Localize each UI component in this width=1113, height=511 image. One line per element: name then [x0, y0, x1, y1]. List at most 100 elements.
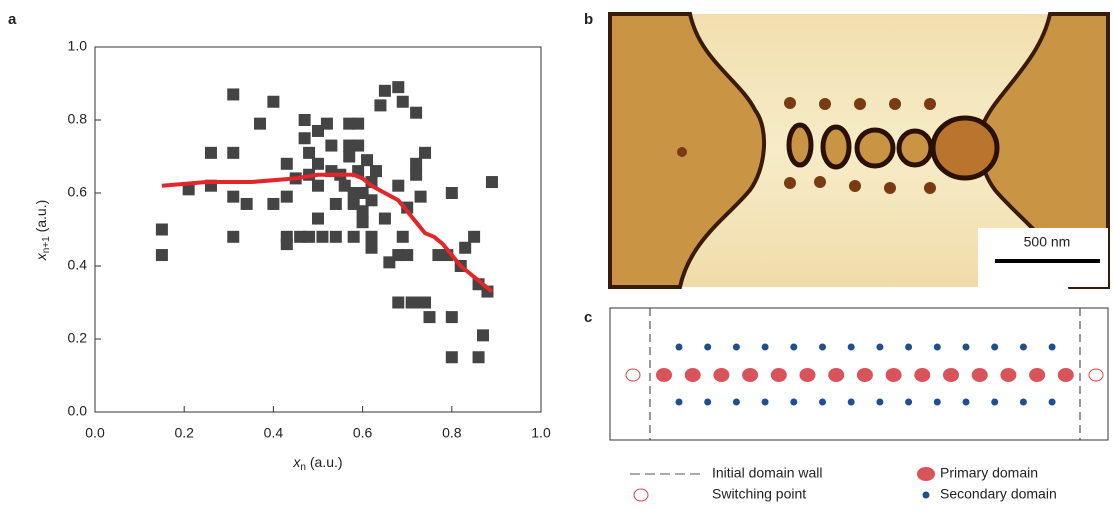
y-tick-label: 0.4	[68, 257, 88, 273]
data-point	[441, 249, 454, 262]
primary-domain	[914, 368, 931, 382]
secondary-domain	[1048, 343, 1056, 351]
legend-label: Initial domain wall	[712, 465, 823, 481]
secondary-domain	[876, 398, 884, 406]
data-point	[365, 194, 378, 207]
data-point	[410, 106, 423, 119]
data-point	[419, 296, 432, 309]
secondary-domain	[819, 343, 826, 351]
data-point	[378, 212, 391, 225]
data-point	[392, 81, 405, 94]
data-point	[378, 84, 391, 97]
data-point	[227, 230, 240, 243]
secondary-domain	[847, 343, 855, 351]
data-point	[227, 190, 240, 203]
panel-label: c	[584, 309, 592, 326]
primary-domain	[856, 368, 873, 382]
primary-domain	[943, 368, 959, 382]
data-point	[227, 88, 240, 101]
secondary-domain	[847, 398, 855, 406]
data-point	[392, 249, 405, 262]
data-point	[396, 95, 409, 108]
scale-bar-label: 500 nm	[1024, 234, 1071, 250]
primary-domain	[684, 368, 701, 382]
data-point	[419, 146, 432, 159]
data-point	[468, 230, 481, 243]
data-point	[227, 146, 240, 159]
y-tick-label: 0.2	[68, 330, 88, 346]
data-point	[392, 296, 405, 309]
data-point	[298, 132, 311, 145]
primary-domain	[1029, 368, 1046, 382]
y-tick-label: 0.6	[68, 184, 88, 200]
secondary-domain	[905, 343, 913, 351]
data-point	[445, 351, 458, 364]
data-point	[312, 179, 324, 192]
data-point	[280, 238, 293, 251]
primary-domain	[742, 368, 759, 382]
x-axis-label: xn (a.u.)	[292, 454, 342, 473]
data-point	[365, 230, 378, 243]
data-point	[369, 165, 382, 178]
secondary-domain	[732, 343, 740, 351]
data-point	[352, 117, 365, 130]
legend-label: Switching point	[712, 486, 806, 502]
secondary-domain	[962, 398, 970, 406]
secondary-domain	[704, 398, 712, 406]
data-point	[182, 183, 195, 196]
data-point	[312, 212, 324, 225]
data-point	[459, 241, 472, 254]
secondary-domain	[819, 398, 826, 406]
data-point	[320, 117, 333, 130]
secondary-domain	[675, 343, 683, 351]
primary-domain	[971, 368, 988, 382]
data-point	[329, 197, 342, 210]
data-point	[267, 95, 280, 108]
data-point	[485, 176, 498, 189]
data-point	[392, 179, 405, 192]
secondary-domain	[790, 398, 798, 406]
data-point	[312, 157, 324, 170]
data-point	[343, 117, 356, 130]
domain-diagram: Initial domain wall Switching point Prim…	[609, 307, 1109, 502]
y-tick-label: 0.8	[68, 111, 88, 127]
data-point	[303, 146, 316, 159]
secondary-domain	[704, 343, 712, 351]
primary-domain	[713, 368, 730, 382]
data-point	[240, 197, 253, 210]
data-point	[303, 230, 316, 243]
data-point	[280, 157, 293, 170]
primary-domain	[885, 368, 902, 382]
primary-domain	[828, 368, 845, 382]
data-point	[298, 114, 311, 126]
secondary-domain	[905, 398, 913, 406]
data-point	[155, 249, 168, 262]
data-point	[316, 230, 329, 243]
data-point	[329, 230, 342, 243]
data-point	[410, 157, 423, 170]
x-tick-label: 1.0	[531, 425, 551, 441]
data-point	[325, 139, 338, 152]
data-point	[361, 154, 374, 167]
data-point	[352, 139, 365, 152]
secondary-domain	[675, 398, 683, 406]
data-point	[374, 99, 387, 112]
x-tick-label: 0.4	[264, 425, 284, 441]
secondary-domain	[790, 343, 798, 351]
panel-label: b	[584, 11, 593, 28]
x-tick-label: 0.8	[442, 425, 462, 441]
primary-domain	[799, 368, 816, 382]
data-point	[445, 187, 458, 199]
secondary-domain	[876, 343, 884, 351]
data-point	[155, 223, 168, 236]
y-axis-label: xn+1 (a.u.)	[33, 200, 52, 262]
secondary-domain	[732, 398, 740, 406]
secondary-domain	[1019, 398, 1027, 406]
data-point	[280, 190, 293, 203]
data-point	[410, 168, 423, 181]
data-point	[267, 197, 280, 210]
secondary-domain	[991, 398, 999, 406]
secondary-domain	[761, 398, 769, 406]
